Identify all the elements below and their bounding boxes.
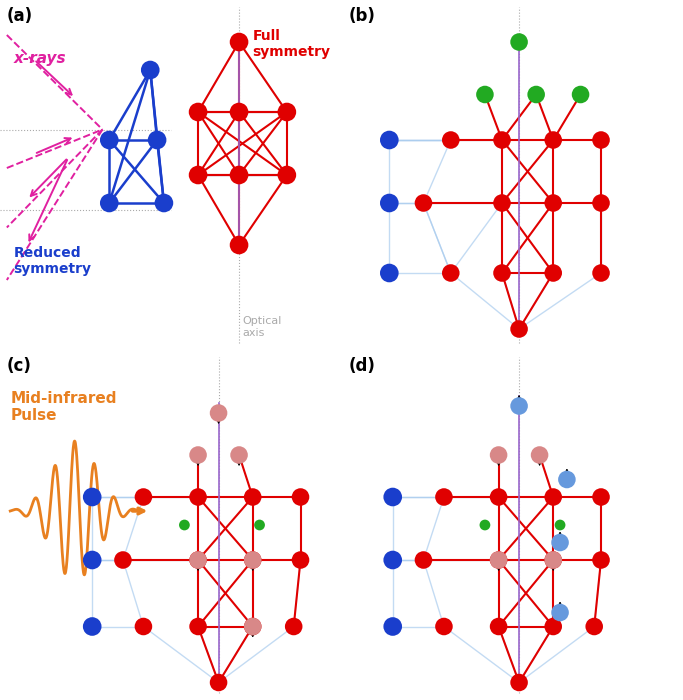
Point	[497, 134, 507, 146]
Point	[387, 491, 398, 503]
Point	[138, 491, 149, 503]
Point	[193, 169, 204, 181]
Point	[479, 519, 490, 531]
Point	[596, 134, 607, 146]
Point	[87, 491, 98, 503]
Point	[514, 36, 525, 48]
Point	[493, 491, 504, 503]
Point	[548, 621, 559, 632]
Text: (b): (b)	[348, 7, 375, 25]
Point	[193, 554, 204, 566]
Point	[104, 134, 115, 146]
Point	[145, 64, 156, 76]
Point	[234, 36, 245, 48]
Point	[497, 197, 507, 209]
Point	[548, 491, 559, 503]
Text: (a): (a)	[7, 7, 33, 25]
Point	[387, 621, 398, 632]
Point	[193, 491, 204, 503]
Point	[384, 197, 395, 209]
Point	[531, 89, 542, 100]
Point	[288, 621, 299, 632]
Point	[514, 677, 525, 688]
Text: Mid-infrared
Pulse: Mid-infrared Pulse	[10, 391, 117, 423]
Point	[234, 106, 245, 118]
Point	[493, 449, 504, 461]
Point	[497, 267, 507, 279]
Point	[493, 554, 504, 566]
Point	[138, 621, 149, 632]
Point	[548, 267, 559, 279]
Point	[589, 621, 600, 632]
Point	[179, 519, 190, 531]
Text: x-rays: x-rays	[14, 51, 66, 66]
Point	[104, 197, 115, 209]
Point	[87, 554, 98, 566]
Point	[438, 491, 449, 503]
Point	[87, 621, 98, 632]
Point	[493, 554, 504, 566]
Point	[193, 554, 204, 566]
Point	[193, 106, 204, 118]
Point	[438, 621, 449, 632]
Point	[295, 554, 306, 566]
Point	[514, 323, 525, 335]
Point	[596, 267, 607, 279]
Point	[247, 621, 258, 632]
Point	[247, 491, 258, 503]
Text: Reduced
symmetry: Reduced symmetry	[14, 246, 92, 276]
Point	[418, 197, 429, 209]
Point	[384, 134, 395, 146]
Point	[548, 134, 559, 146]
Point	[384, 267, 395, 279]
Point	[213, 407, 224, 419]
Point	[254, 519, 265, 531]
Point	[514, 400, 525, 412]
Point	[234, 169, 245, 181]
Point	[596, 554, 607, 566]
Point	[555, 537, 566, 548]
Point	[193, 449, 204, 461]
Point	[596, 491, 607, 503]
Point	[295, 491, 306, 503]
Point	[387, 554, 398, 566]
Point	[117, 554, 128, 566]
Point	[548, 554, 559, 566]
Point	[213, 677, 224, 688]
Point	[158, 197, 169, 209]
Point	[152, 134, 163, 146]
Point	[534, 449, 545, 461]
Point	[234, 449, 245, 461]
Point	[555, 519, 566, 531]
Text: Optical
axis: Optical axis	[242, 316, 282, 338]
Text: Full
symmetry: Full symmetry	[253, 29, 331, 59]
Point	[234, 239, 245, 251]
Point	[479, 89, 490, 100]
Point	[596, 197, 607, 209]
Text: (d): (d)	[348, 357, 375, 375]
Point	[281, 106, 292, 118]
Point	[561, 474, 572, 485]
Point	[247, 621, 258, 632]
Point	[445, 267, 456, 279]
Point	[247, 554, 258, 566]
Point	[193, 621, 204, 632]
Point	[548, 554, 559, 566]
Point	[445, 134, 456, 146]
Point	[281, 169, 292, 181]
Point	[575, 89, 586, 100]
Point	[247, 554, 258, 566]
Point	[418, 554, 429, 566]
Point	[555, 607, 566, 618]
Point	[493, 621, 504, 632]
Point	[548, 197, 559, 209]
Text: (c): (c)	[7, 357, 31, 375]
